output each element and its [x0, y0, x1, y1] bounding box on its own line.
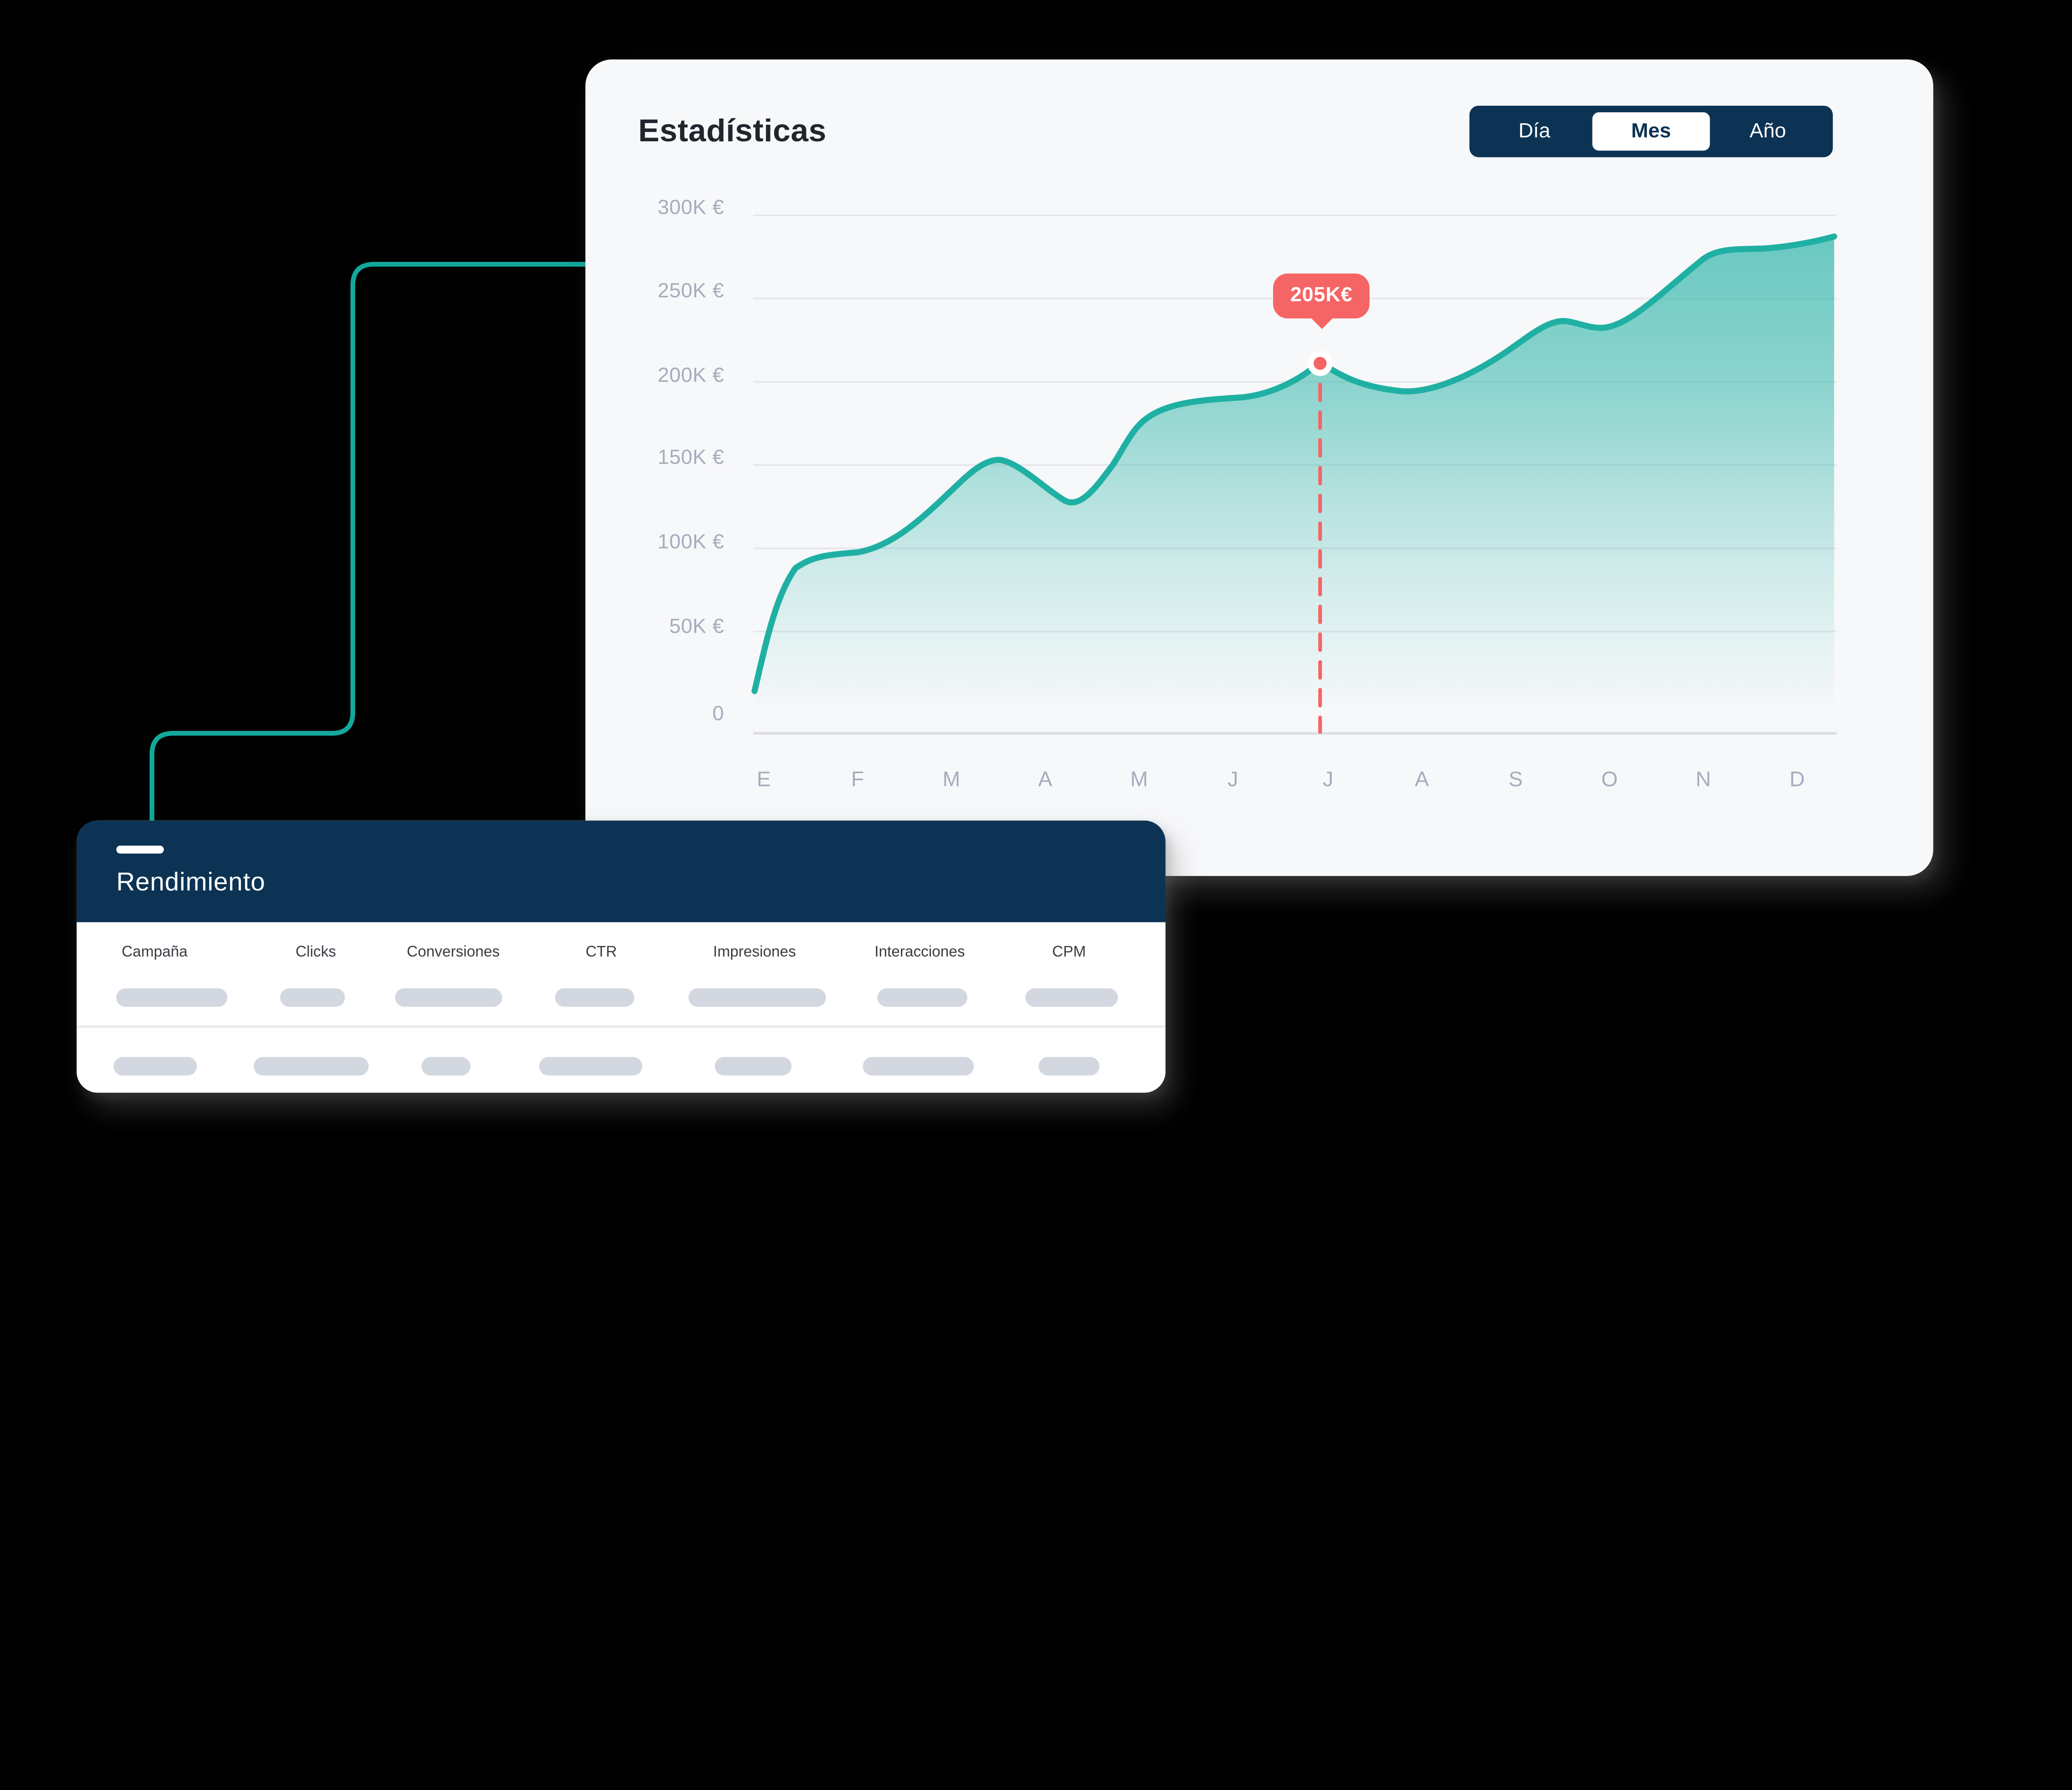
- x-axis-label: J: [1227, 769, 1238, 792]
- x-axis-label: N: [1695, 769, 1711, 792]
- skeleton-pill: [254, 1057, 369, 1076]
- x-axis-label: J: [1322, 769, 1334, 792]
- x-axis-label: S: [1508, 769, 1523, 792]
- column-header-campana: Campaña: [121, 944, 188, 961]
- performance-card: Rendimiento Campaña Clicks Conversiones …: [76, 820, 1166, 1093]
- skeleton-pill: [421, 1057, 471, 1076]
- column-header-impresiones: Impresiones: [713, 944, 796, 961]
- performance-card-header: Rendimiento: [76, 820, 1166, 922]
- toggle-option-mes[interactable]: Mes: [1593, 112, 1710, 151]
- skeleton-pill: [280, 988, 345, 1007]
- column-header-ctr: CTR: [586, 944, 617, 961]
- x-axis-label: D: [1789, 769, 1805, 792]
- column-header-clicks: Clicks: [295, 944, 336, 961]
- performance-title: Rendimiento: [116, 868, 266, 897]
- skeleton-pill: [555, 988, 634, 1007]
- value-tooltip: 205K€: [1273, 273, 1370, 319]
- y-tick-label: 250K €: [657, 280, 724, 303]
- y-tick-label: 0: [712, 703, 724, 726]
- skeleton-pill: [116, 988, 228, 1007]
- dashboard-canvas: Estadísticas Día Mes Año 300K € 250K € 2…: [0, 0, 2072, 1173]
- skeleton-pill: [877, 988, 968, 1007]
- skeleton-pill: [688, 988, 826, 1007]
- toggle-option-dia[interactable]: Día: [1476, 112, 1593, 150]
- y-tick-label: 50K €: [669, 615, 724, 639]
- area-chart: [751, 214, 1837, 735]
- x-axis-label: E: [757, 769, 771, 792]
- skeleton-pill: [715, 1057, 792, 1076]
- chart-area-fill: [754, 236, 1835, 715]
- x-axis-label: A: [1415, 769, 1429, 792]
- skeleton-pill: [114, 1057, 197, 1076]
- column-header-interacciones: Interacciones: [874, 944, 965, 961]
- skeleton-pill: [1025, 988, 1118, 1007]
- stats-card: Estadísticas Día Mes Año 300K € 250K € 2…: [585, 59, 1934, 876]
- connector-line: [149, 262, 588, 826]
- skeleton-pill: [1038, 1057, 1100, 1076]
- chart-line: [751, 233, 1837, 694]
- column-header-conversiones: Conversiones: [407, 944, 500, 961]
- column-header-cpm: CPM: [1052, 944, 1086, 961]
- y-tick-label: 150K €: [657, 446, 724, 469]
- toggle-option-ano[interactable]: Año: [1709, 112, 1826, 150]
- x-axis-label: A: [1038, 769, 1053, 792]
- x-axis-label: O: [1601, 769, 1618, 792]
- x-axis-label: M: [1130, 769, 1148, 792]
- tooltip-value: 205K€: [1290, 284, 1353, 307]
- skeleton-pill: [395, 988, 502, 1007]
- drag-handle[interactable]: [116, 845, 164, 853]
- y-tick-label: 200K €: [657, 365, 724, 387]
- performance-table: Campaña Clicks Conversiones CTR Impresio…: [76, 922, 1166, 1093]
- y-tick-label: 100K €: [657, 531, 724, 554]
- x-axis-label: F: [851, 769, 864, 792]
- stats-card-header: Estadísticas Día Mes Año: [638, 106, 1833, 157]
- skeleton-pill: [539, 1057, 642, 1076]
- x-axis-label: M: [942, 769, 961, 792]
- highlight-marker: [1307, 351, 1333, 376]
- y-tick-label: 300K €: [657, 197, 724, 220]
- period-toggle: Día Mes Año: [1469, 106, 1833, 157]
- stats-title: Estadísticas: [638, 113, 827, 149]
- row-divider: [76, 1025, 1166, 1028]
- skeleton-pill: [863, 1057, 974, 1076]
